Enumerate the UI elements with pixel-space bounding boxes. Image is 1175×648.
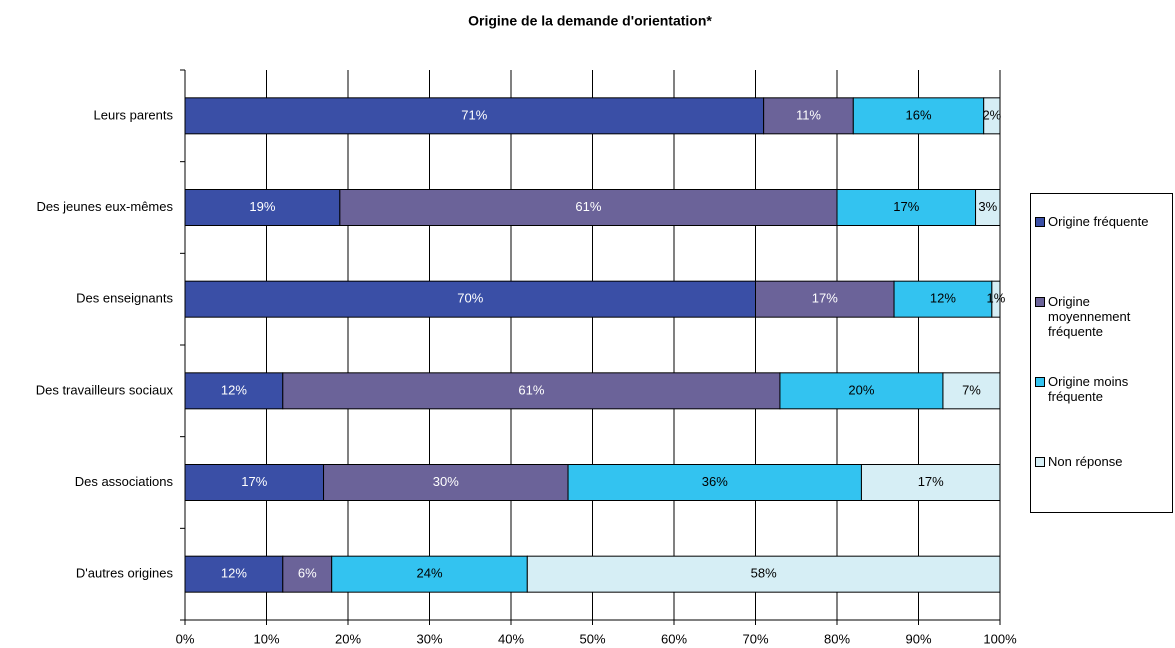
y-tick-label: Des associations [75, 474, 174, 489]
bar-segment [184, 372, 284, 410]
legend-item: Origine moyennement fréquente [1035, 294, 1172, 374]
bar-segment [755, 280, 895, 318]
data-label: 11% [796, 107, 821, 122]
x-tick-label: 70% [742, 631, 768, 646]
x-tick-label: 0% [176, 631, 195, 646]
data-label: 6% [298, 566, 317, 581]
legend-swatch [1035, 297, 1045, 307]
bar-segment [339, 189, 838, 226]
y-tick-label: Des enseignants [76, 291, 173, 306]
legend-item: Origine moins fréquente [1035, 374, 1172, 454]
data-label: 16% [905, 107, 931, 122]
bar-segment [184, 97, 765, 135]
legend: Origine fréquente Origine moyennement fré… [1030, 193, 1173, 513]
bar-segment [184, 280, 756, 318]
bar-segment [852, 97, 985, 135]
bar-segment [331, 555, 528, 593]
x-tick-label: 80% [824, 631, 850, 646]
bar-segment [184, 464, 325, 501]
x-tick-label: 30% [416, 631, 442, 646]
data-label: 1% [987, 291, 1006, 306]
bar-segment [975, 189, 1001, 226]
y-tick-label: Leurs parents [94, 107, 174, 122]
data-label: 24% [416, 566, 442, 581]
chart-title: Origine de la demande d'orientation* [468, 13, 712, 29]
bar-segment [567, 464, 862, 501]
data-label: 61% [518, 382, 544, 397]
data-label: 12% [221, 382, 247, 397]
data-label: 3% [978, 199, 997, 214]
y-tick-label: Des jeunes eux-mêmes [36, 199, 173, 214]
legend-label: Origine fréquente [1048, 214, 1149, 229]
x-tick-label: 60% [661, 631, 687, 646]
bar-segment [282, 555, 333, 593]
legend-item: Origine fréquente [1035, 214, 1172, 294]
x-tick-label: 100% [983, 631, 1017, 646]
data-label: 17% [241, 474, 267, 489]
x-tick-label: 40% [498, 631, 524, 646]
chart: Origine de la demande d'orientation* 0% 1… [36, 13, 1017, 647]
x-tick-label: 20% [335, 631, 361, 646]
data-label: 2% [982, 107, 1001, 122]
y-tick-label: D'autres origines [76, 566, 174, 581]
legend-label: Origine moins fréquente [1048, 374, 1129, 404]
data-label: 70% [457, 291, 483, 306]
bar-segment [991, 280, 1001, 318]
data-label: 12% [221, 566, 247, 581]
bar-segment [526, 555, 1001, 593]
data-label: 17% [918, 474, 944, 489]
bar-segment [983, 97, 1001, 135]
data-label: 12% [930, 291, 956, 306]
data-label: 17% [893, 199, 919, 214]
bar-segment [323, 464, 569, 501]
legend-swatch [1035, 377, 1045, 387]
bar-segment [942, 372, 1001, 410]
bar-segment [184, 555, 284, 593]
legend-label: Non réponse [1048, 454, 1123, 469]
bar-segment [836, 189, 977, 226]
data-label: 58% [751, 566, 777, 581]
x-tick-label: 10% [253, 631, 279, 646]
x-tick-label: 90% [905, 631, 931, 646]
bar-segment [282, 372, 781, 410]
data-label: 71% [461, 107, 487, 122]
bar-segment [893, 280, 993, 318]
data-label: 7% [962, 382, 981, 397]
y-tick-label: Des travailleurs sociaux [36, 382, 174, 397]
legend-label: Origine moyennement fréquente [1048, 294, 1131, 339]
bar-segment [860, 464, 1001, 501]
bar-segment [779, 372, 944, 410]
x-tick-label: 50% [579, 631, 605, 646]
data-label: 20% [848, 382, 874, 397]
data-label: 30% [433, 474, 459, 489]
data-label: 19% [249, 199, 275, 214]
data-label: 36% [702, 474, 728, 489]
legend-item: Non réponse [1035, 454, 1172, 534]
legend-swatch [1035, 457, 1045, 467]
legend-swatch [1035, 217, 1045, 227]
data-label: 17% [812, 291, 838, 306]
data-label: 61% [575, 199, 601, 214]
